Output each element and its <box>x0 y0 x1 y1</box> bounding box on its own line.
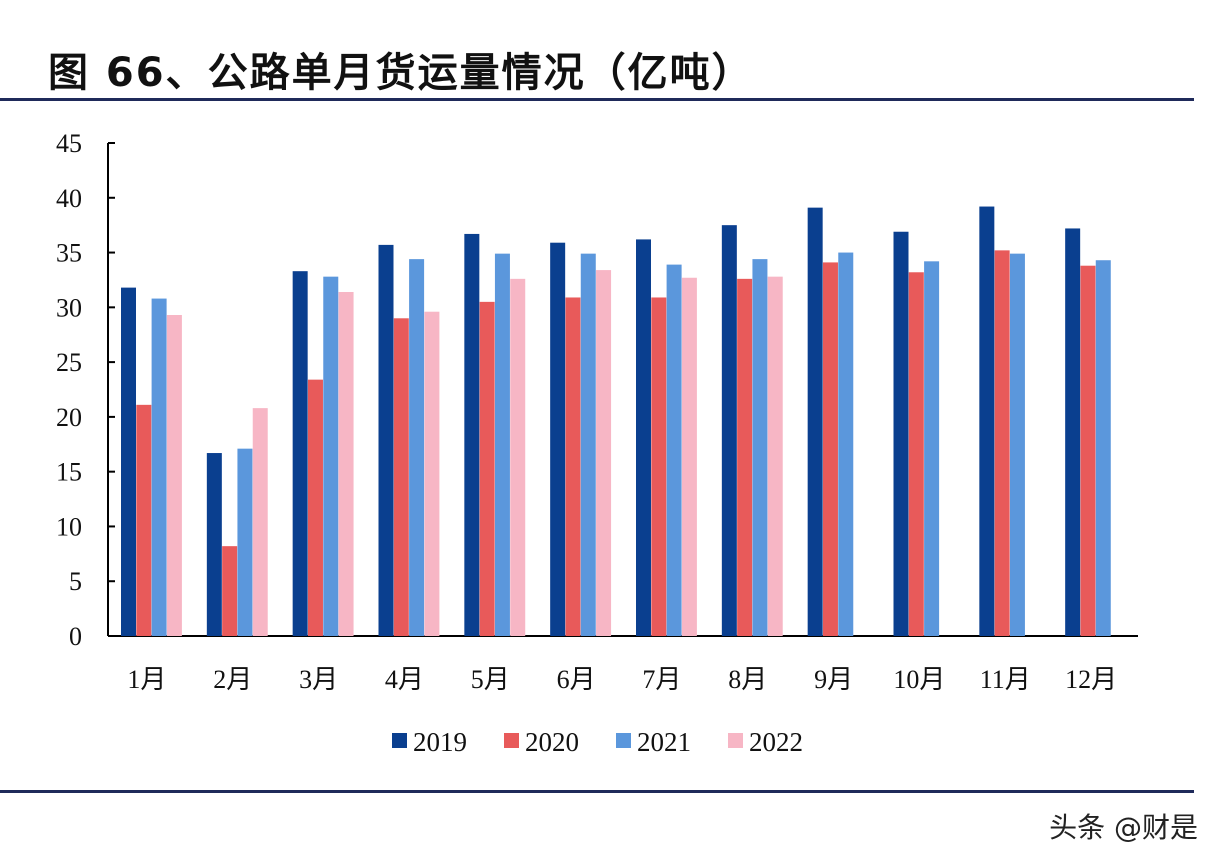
bar-2019 <box>979 206 995 636</box>
x-tick-label: 9月 <box>814 665 853 694</box>
bar-2019 <box>807 207 823 637</box>
y-tick-label: 10 <box>56 512 82 541</box>
bar-2019 <box>636 239 651 637</box>
x-tick-label: 8月 <box>728 665 767 694</box>
bar-2020 <box>822 262 838 636</box>
bar-2019 <box>721 225 737 636</box>
bar-2021 <box>494 253 510 636</box>
watermark: 头条 @财是 <box>1049 811 1198 844</box>
bar-2021 <box>323 276 339 636</box>
bar-2022 <box>767 276 783 636</box>
bar-2020 <box>994 250 1010 636</box>
y-tick-label: 35 <box>56 239 82 268</box>
bar-2020 <box>222 546 238 636</box>
bar-2020 <box>737 278 753 636</box>
y-tick-label: 15 <box>56 458 82 487</box>
legend-swatch-2020 <box>504 733 519 748</box>
x-tick-label: 7月 <box>642 665 681 694</box>
bar-2022 <box>681 277 697 636</box>
y-tick-label: 25 <box>56 348 82 377</box>
x-tick-label: 4月 <box>385 665 424 694</box>
legend-label: 2022 <box>749 727 803 757</box>
bar-2020 <box>651 297 667 636</box>
bar-2022 <box>510 278 526 636</box>
legend-label: 2020 <box>525 727 579 757</box>
bar-2019 <box>206 453 222 636</box>
bar-2019 <box>464 233 480 637</box>
bar-2022 <box>424 311 440 636</box>
x-tick-label: 2月 <box>213 665 252 694</box>
y-tick-label: 30 <box>56 293 82 322</box>
x-tick-label: 11月 <box>980 665 1031 694</box>
x-tick-label: 5月 <box>471 665 510 694</box>
x-tick-label: 3月 <box>299 665 338 694</box>
bar-2022 <box>338 291 354 636</box>
legend-swatch-2021 <box>616 733 631 748</box>
bar-2021 <box>580 253 596 636</box>
legend-swatch-2019 <box>392 733 407 748</box>
bar-2021 <box>1009 253 1025 636</box>
y-tick-label: 5 <box>69 567 82 596</box>
bar-2021 <box>151 298 167 636</box>
bar-2020 <box>479 301 495 636</box>
y-tick-label: 20 <box>56 403 82 432</box>
bar-2020 <box>908 272 924 636</box>
bar-2022 <box>596 270 612 636</box>
top-rule <box>0 98 1194 101</box>
bar-2021 <box>752 259 768 636</box>
x-tick-label: 1月 <box>127 665 166 694</box>
bar-2021 <box>838 252 854 637</box>
bar-2020 <box>565 297 581 636</box>
bar-2021 <box>409 259 425 636</box>
y-tick-label: 40 <box>56 184 82 213</box>
y-tick-label: 45 <box>56 129 82 158</box>
bar-2020 <box>307 379 323 636</box>
x-tick-label: 12月 <box>1065 665 1117 694</box>
y-tick-label: 0 <box>69 622 82 651</box>
bar-2019 <box>1065 228 1081 636</box>
legend-label: 2021 <box>637 727 691 757</box>
x-tick-label: 6月 <box>557 665 596 694</box>
legend-swatch-2022 <box>728 733 743 748</box>
bar-2021 <box>1095 260 1111 636</box>
bar-2021 <box>237 448 253 636</box>
bar-2020 <box>136 404 152 636</box>
x-tick-label: 10月 <box>893 665 945 694</box>
bar-2019 <box>378 244 394 637</box>
bar-2019 <box>893 231 909 637</box>
chart-title: 图 66、公路单月货运量情况（亿吨） <box>48 50 754 96</box>
bar-2021 <box>924 261 940 636</box>
bar-2019 <box>550 242 566 636</box>
bar-2019 <box>121 287 136 636</box>
bar-2020 <box>393 318 409 636</box>
bar-2022 <box>166 315 182 636</box>
bar-2022 <box>252 408 268 636</box>
bar-2021 <box>666 264 682 636</box>
bar-2020 <box>1080 265 1096 636</box>
bar-2019 <box>292 271 308 636</box>
legend-label: 2019 <box>413 727 467 757</box>
bottom-rule <box>0 790 1194 793</box>
